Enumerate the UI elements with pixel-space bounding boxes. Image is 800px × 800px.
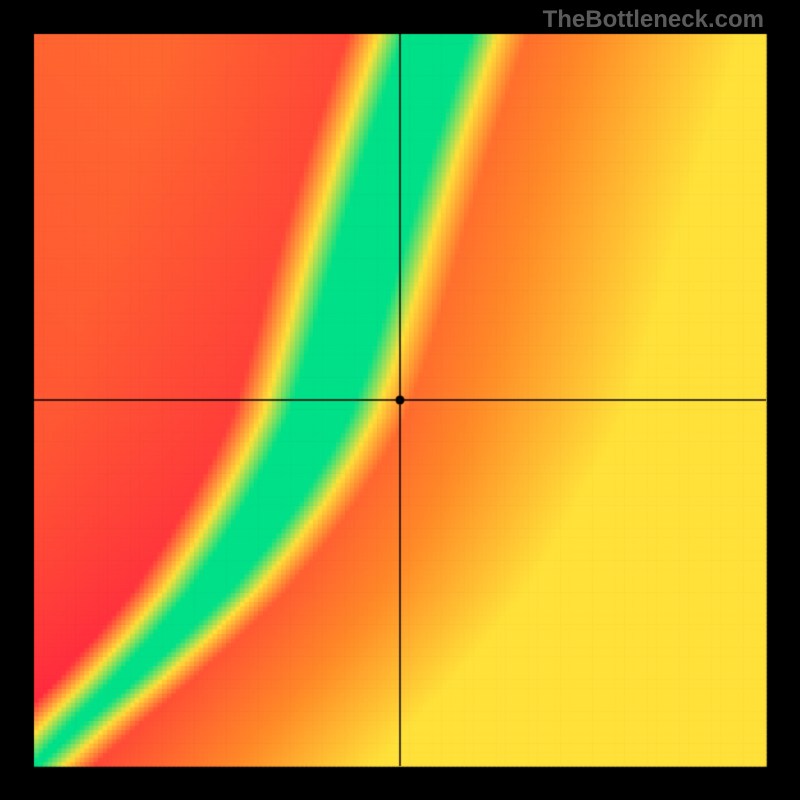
chart-container: TheBottleneck.com <box>0 0 800 800</box>
bottleneck-heatmap <box>0 0 800 800</box>
watermark-text: TheBottleneck.com <box>543 6 764 34</box>
